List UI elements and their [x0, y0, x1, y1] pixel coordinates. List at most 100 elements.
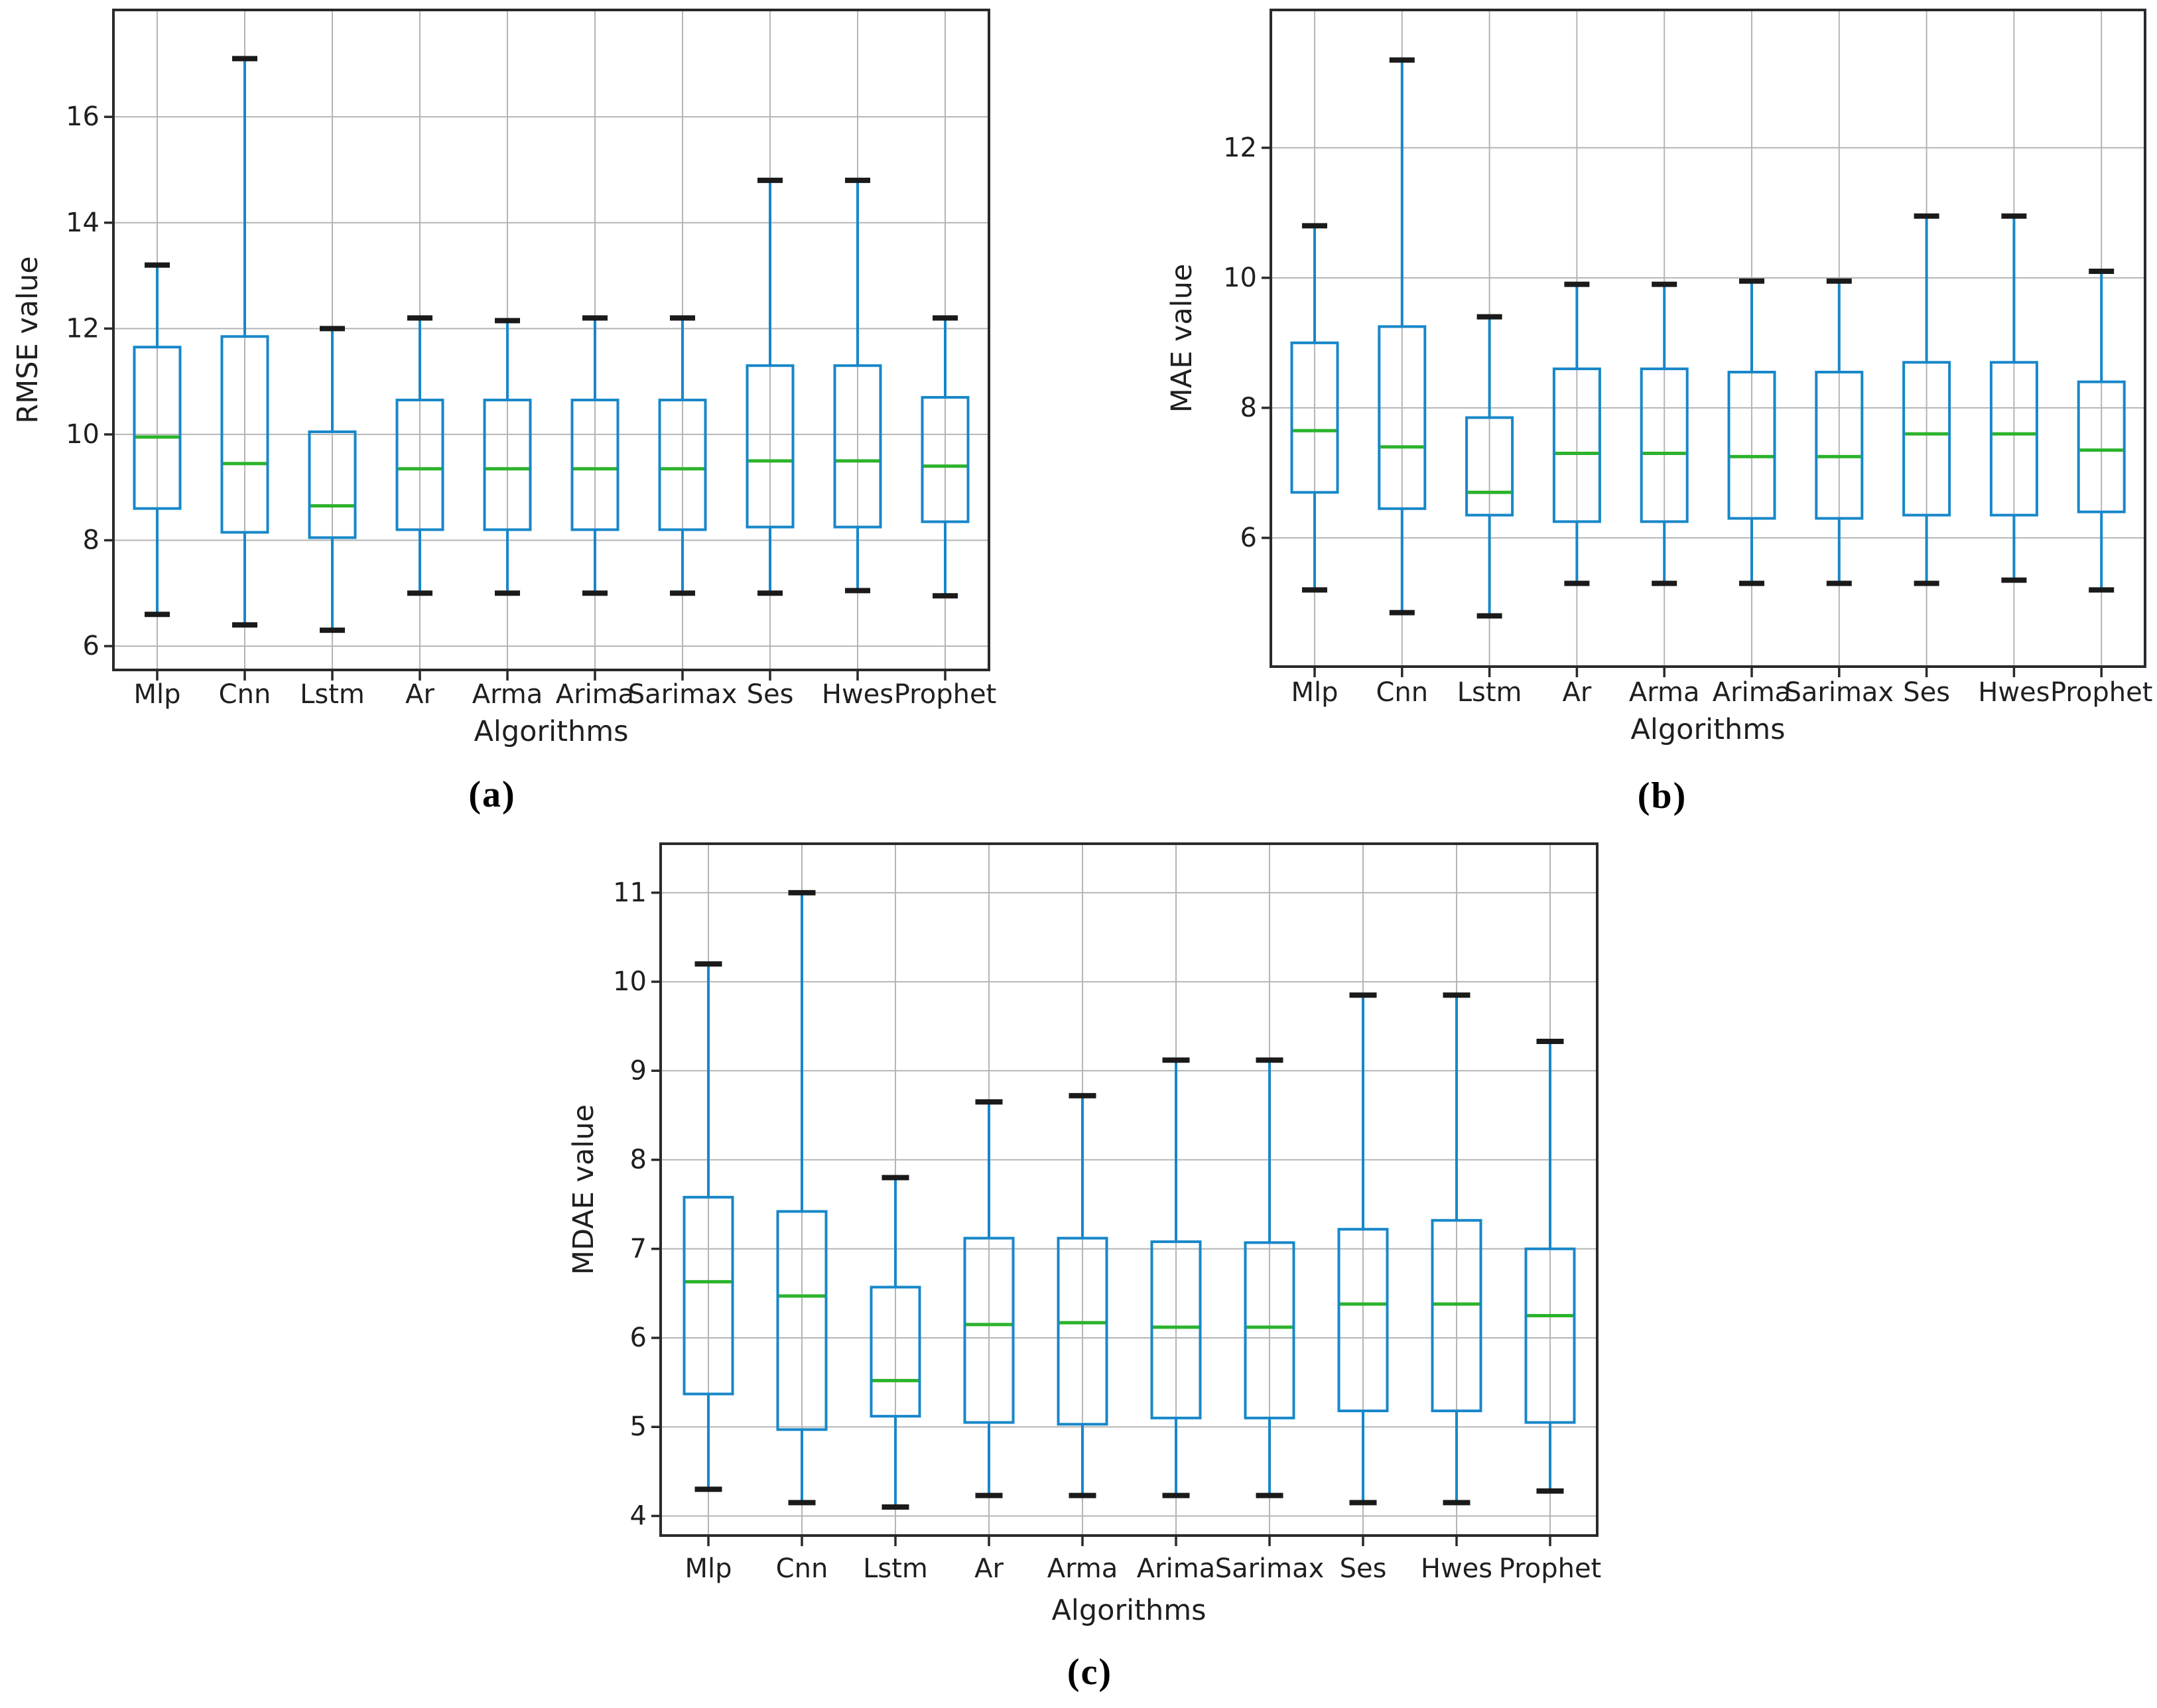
boxplot-mlp: [683, 961, 734, 1492]
boxplot-hwes: [1989, 213, 2038, 583]
boxplot-prophet: [2077, 269, 2126, 593]
plot-area: [659, 842, 1599, 1537]
x-tick-label: Cnn: [219, 679, 271, 710]
x-tick-label: Lstm: [1457, 677, 1522, 708]
x-axis-label: Algorithms: [474, 715, 629, 748]
iqr-box: [1431, 1218, 1482, 1413]
iqr-box: [1244, 1241, 1295, 1419]
boxplot-ses: [1902, 213, 1951, 586]
x-axis-label: Algorithms: [1631, 713, 1786, 746]
x-tick-label: Arma: [1047, 1553, 1118, 1584]
y-tick-label: 16: [66, 101, 99, 132]
iqr-box: [308, 430, 357, 539]
y-tick-label: 4: [630, 1500, 647, 1531]
y-axis-label: MDAE value: [567, 1104, 600, 1275]
iqr-box: [1552, 367, 1601, 523]
x-tick-label: Ar: [974, 1553, 1004, 1584]
y-tick-label: 14: [66, 208, 99, 238]
boxplot-arma: [1057, 1092, 1108, 1498]
x-tick-label: Ses: [1903, 677, 1950, 708]
boxplot-prophet: [921, 315, 970, 599]
boxplot-ses: [746, 177, 795, 596]
x-tick-label: Hwes: [822, 679, 893, 710]
subfigure-label-c: (c): [1067, 1652, 1113, 1693]
iqr-box: [1815, 370, 1864, 520]
boxplot-sarimax: [1244, 1057, 1295, 1498]
iqr-box: [483, 399, 532, 531]
iqr-box: [570, 399, 620, 531]
y-tick-label: 9: [630, 1055, 647, 1086]
chart-c: 4 5 6 7 8 9 10 11 Mlp Cnn Lstm Ar Arma Arima Sarimax Se…: [567, 842, 1602, 1627]
iqr-box: [395, 399, 444, 531]
boxplot-hwes: [833, 177, 882, 594]
y-tick-label: 5: [630, 1412, 647, 1442]
iqr-box: [1290, 341, 1339, 494]
iqr-box: [870, 1285, 921, 1418]
iqr-box: [658, 399, 707, 531]
x-tick-label: Arma: [472, 679, 543, 710]
iqr-box: [1378, 325, 1427, 510]
iqr-box: [683, 1195, 734, 1396]
x-tick-label: Sarimax: [628, 679, 738, 710]
boxplot-arima: [1150, 1057, 1202, 1498]
x-tick-label: Ar: [1562, 677, 1591, 708]
boxplot-sarimax: [1815, 278, 1864, 586]
iqr-box: [963, 1236, 1015, 1424]
subfigure-label-b: (b): [1637, 775, 1687, 817]
iqr-box: [921, 396, 970, 523]
y-tick-label: 6: [1240, 523, 1257, 553]
y-tick-label: 10: [66, 419, 99, 450]
boxplot-cnn: [1378, 57, 1427, 616]
y-tick-label: 6: [83, 631, 99, 661]
x-tick-label: Prophet: [2050, 677, 2153, 708]
x-tick-label: Ses: [747, 679, 794, 710]
x-tick-label: Hwes: [1978, 677, 2050, 708]
x-tick-label: Prophet: [1499, 1553, 1602, 1584]
boxplot-lstm: [1465, 314, 1514, 619]
y-tick-label: 8: [1240, 393, 1257, 423]
y-tick-label: 10: [613, 966, 647, 997]
boxplot-ses: [1337, 992, 1389, 1506]
y-axis-label: RMSE value: [11, 256, 44, 424]
boxplot-lstm: [870, 1175, 921, 1510]
plot-area: [1270, 9, 2146, 668]
x-tick-label: Sarimax: [1784, 677, 1894, 708]
x-tick-label: Arima: [556, 679, 634, 710]
boxplot-prophet: [1524, 1039, 1576, 1494]
x-tick-label: Arima: [1713, 677, 1791, 708]
boxplot-cnn: [220, 56, 269, 628]
boxplot-arma: [1640, 281, 1689, 586]
iqr-box: [1902, 361, 1951, 517]
boxplot-arima: [570, 315, 620, 596]
boxplot-ar: [395, 315, 444, 596]
x-tick-label: Cnn: [776, 1553, 828, 1584]
x-tick-label: Sarimax: [1215, 1553, 1325, 1584]
x-tick-label: Mlp: [685, 1553, 732, 1584]
y-tick-label: 10: [1223, 263, 1257, 293]
y-tick-label: 11: [613, 878, 647, 908]
boxplot-cnn: [776, 889, 828, 1506]
boxplot-ar: [1552, 281, 1601, 586]
boxplot-mlp: [133, 262, 182, 618]
x-tick-label: Lstm: [863, 1553, 928, 1584]
boxplot-hwes: [1431, 992, 1482, 1506]
y-axis-label: MAE value: [1165, 264, 1199, 413]
iqr-box: [1465, 416, 1514, 517]
x-tick-label: Mlp: [133, 679, 180, 710]
y-tick-label: 8: [630, 1145, 647, 1175]
iqr-box: [220, 335, 269, 534]
iqr-box: [746, 364, 795, 529]
boxplot-sarimax: [658, 315, 707, 596]
iqr-box: [833, 364, 882, 529]
iqr-box: [1337, 1228, 1389, 1413]
y-tick-label: 7: [630, 1234, 647, 1264]
boxplot-mlp: [1290, 223, 1339, 593]
iqr-box: [1727, 370, 1776, 520]
x-tick-label: Ses: [1340, 1553, 1387, 1584]
iqr-box: [1524, 1247, 1576, 1424]
iqr-box: [1989, 361, 2038, 517]
iqr-box: [133, 346, 182, 510]
